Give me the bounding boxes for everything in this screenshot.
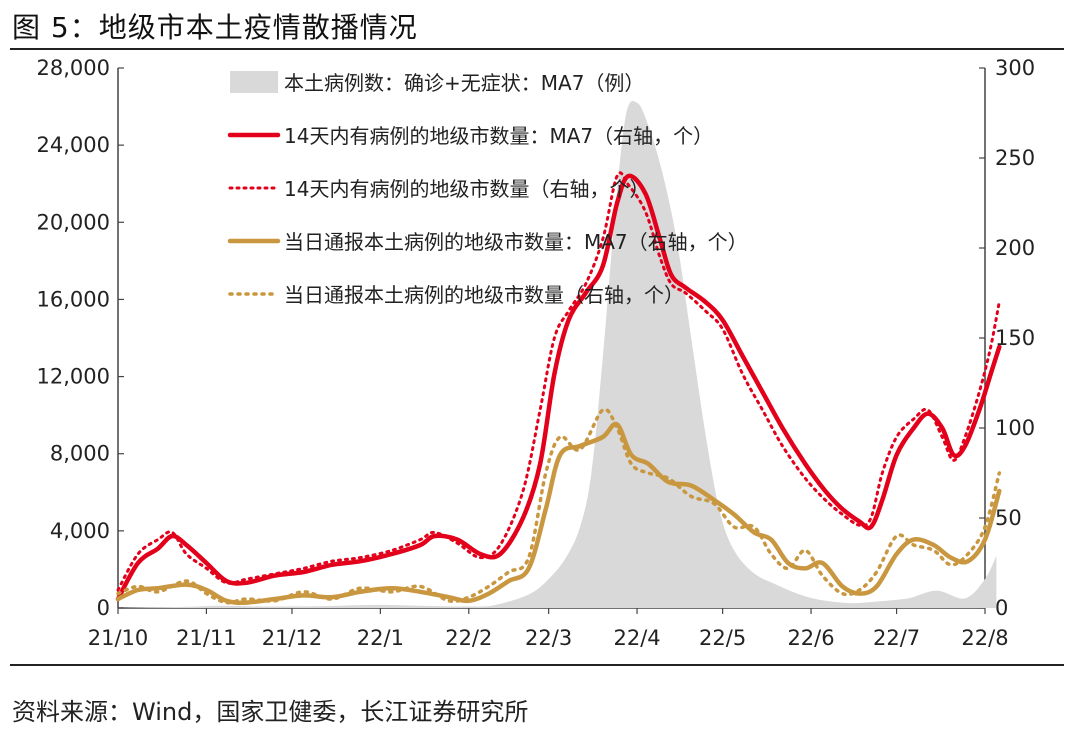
left-axis-tick-label: 24,000 [37, 133, 110, 157]
x-axis-tick-label: 22/1 [357, 626, 404, 650]
left-axis-tick-label: 28,000 [37, 56, 110, 80]
legend-gold-solid-label: 当日通报本土病例的地级市数量：MA7（右轴，个） [284, 230, 748, 254]
bottom-rule [10, 664, 1064, 666]
x-axis-tick-label: 22/6 [787, 626, 834, 650]
x-axis-tick-label: 22/7 [873, 626, 920, 650]
left-axis-tick-label: 4,000 [50, 519, 110, 543]
left-axis-tick-label: 16,000 [37, 287, 110, 311]
x-axis-tick-label: 22/3 [525, 626, 572, 650]
left-axis-tick-label: 12,000 [37, 365, 110, 389]
legend-red-dotted-label: 14天内有病例的地级市数量（右轴，个） [284, 177, 649, 201]
legend-area-swatch [230, 71, 278, 93]
right-axis-tick-label: 50 [995, 506, 1022, 530]
legend-area-label: 本土病例数：确诊+无症状：MA7（例） [284, 71, 644, 95]
figure-title: 图 5：地级市本土疫情散播情况 [12, 11, 418, 44]
x-axis-tick-label: 22/4 [613, 626, 660, 650]
x-axis-tick-label: 21/10 [88, 626, 149, 650]
x-axis-tick-label: 22/8 [961, 626, 1008, 650]
series-layer [115, 101, 1002, 608]
legend-red-solid-label: 14天内有病例的地级市数量：MA7（右轴，个） [284, 124, 713, 148]
top-rule [10, 48, 1064, 50]
legend: 本土病例数：确诊+无症状：MA7（例） 14天内有病例的地级市数量：MA7（右轴，… [227, 71, 748, 307]
x-axis-tick-label: 22/5 [699, 626, 746, 650]
x-axis-tick-label: 21/12 [262, 626, 323, 650]
right-axis-tick-label: 250 [995, 146, 1035, 170]
left-axis-tick-label: 0 [97, 596, 110, 620]
right-axis-tick-label: 0 [995, 596, 1008, 620]
left-axis-tick-label: 8,000 [50, 442, 110, 466]
x-axis-tick-label: 21/11 [176, 626, 237, 650]
right-axis-tick-label: 150 [995, 326, 1035, 350]
right-axis-tick-label: 200 [995, 236, 1035, 260]
gold-solid-line [115, 421, 1002, 605]
left-axis-tick-label: 20,000 [37, 210, 110, 234]
x-axis-tick-label: 22/2 [445, 626, 492, 650]
red-dotted-line [116, 171, 1001, 592]
right-axis-tick-label: 100 [995, 416, 1035, 440]
gold-dotted-line [116, 407, 1002, 605]
source-note: 资料来源：Wind，国家卫健委，长江证券研究所 [12, 698, 529, 726]
axes: 0 4,000 8,000 12,000 16,000 20,000 24,000 28,00… [37, 56, 1036, 650]
red-solid-line [115, 173, 1002, 602]
legend-gold-dotted-label: 当日通报本土病例的地级市数量（右轴，个） [284, 283, 684, 307]
right-axis-tick-label: 300 [995, 56, 1035, 80]
